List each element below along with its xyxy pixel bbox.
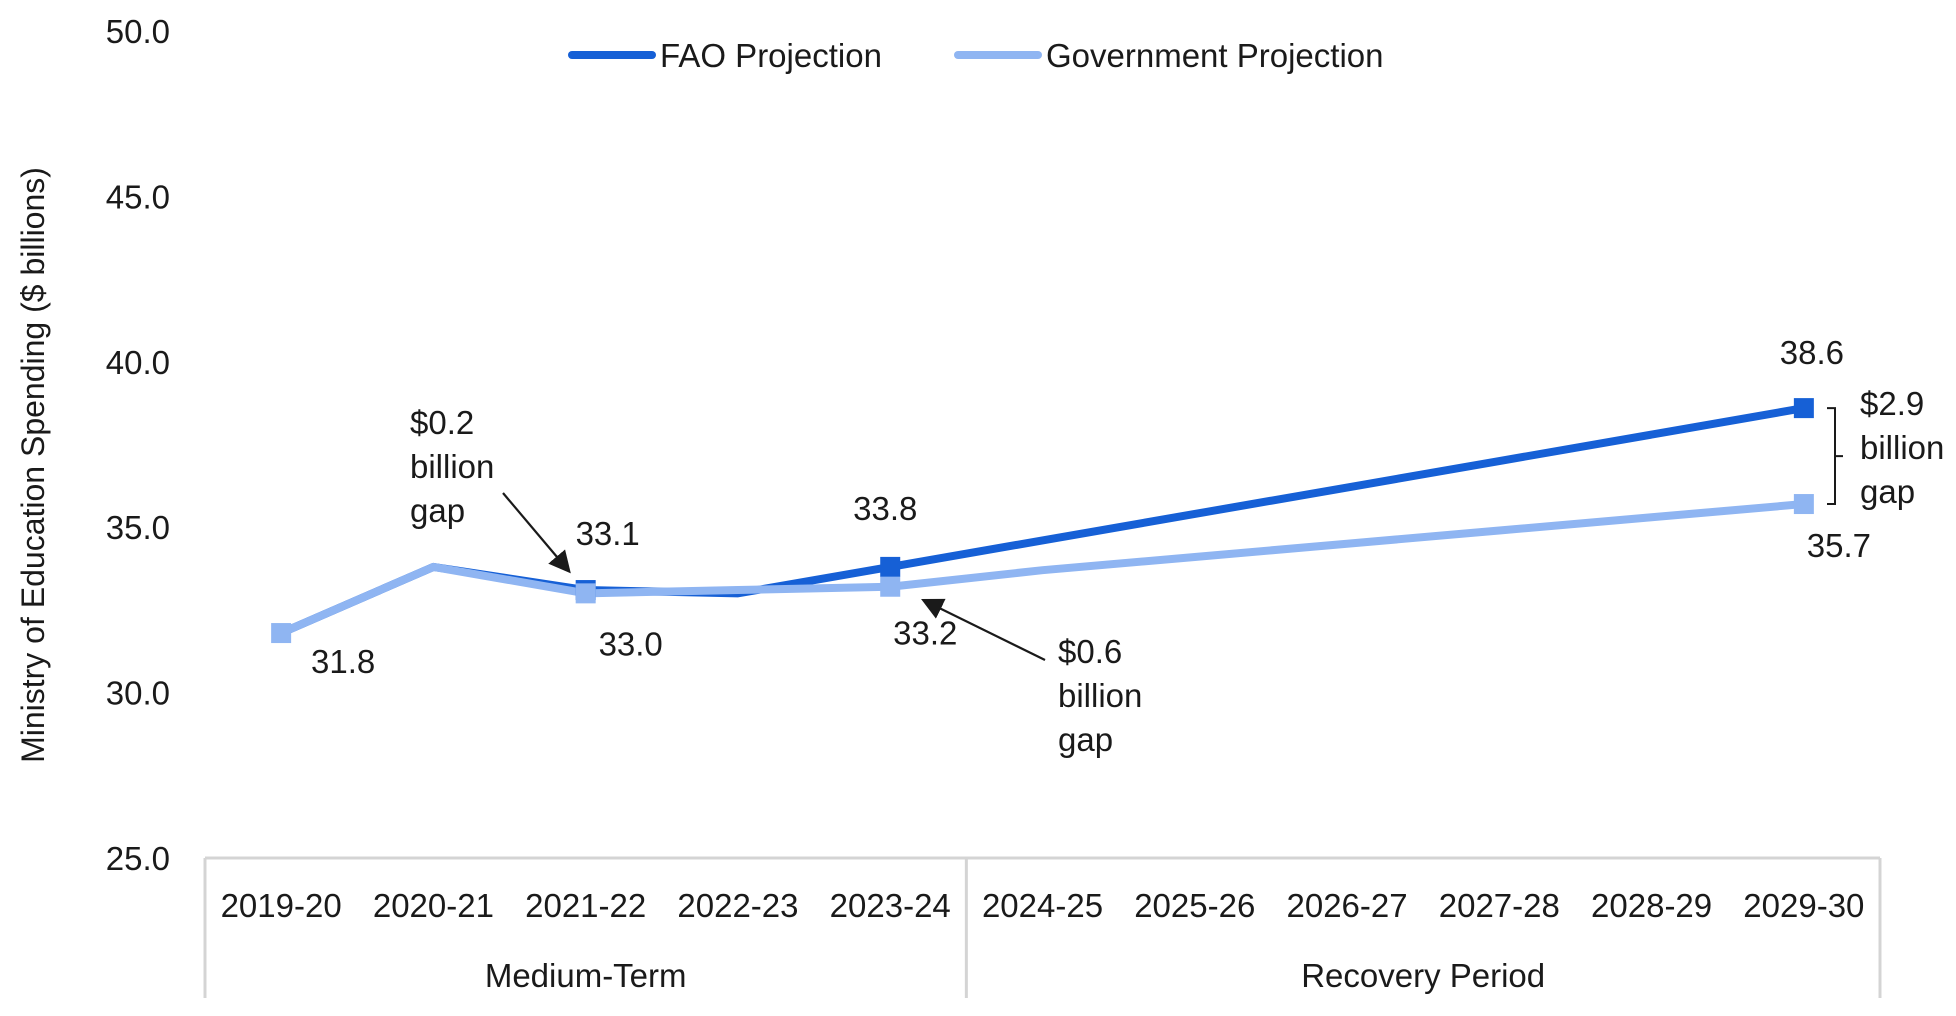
data-labels: 31.8 33.1 33.0 33.8 33.2 38.6 35.7 <box>311 334 1871 680</box>
data-label: 38.6 <box>1780 334 1844 371</box>
series-marker-0 <box>1793 398 1814 419</box>
legend-label: FAO Projection <box>660 37 882 74</box>
data-label: 31.8 <box>311 643 375 680</box>
legend: FAO Projection Government Projection <box>568 37 1384 74</box>
data-label: 33.2 <box>893 615 957 652</box>
x-tick-label: 2029-30 <box>1743 887 1864 924</box>
series-marker-1 <box>271 623 292 644</box>
series-line-1 <box>277 500 1808 638</box>
x-group-label: Recovery Period <box>1301 957 1545 994</box>
series-markers <box>271 398 1814 644</box>
data-label: 35.7 <box>1807 527 1871 564</box>
gap-annotation: $0.2 billion gap <box>410 404 571 574</box>
annotation-text: gap <box>410 492 465 529</box>
annotation-text: billion <box>1058 677 1142 714</box>
series-marker-1 <box>1793 494 1814 515</box>
series-marker-1 <box>575 583 596 604</box>
data-label: 33.8 <box>853 490 917 527</box>
annotation-text: $0.2 <box>410 404 474 441</box>
gap-annotations: $0.2 billion gap $0.6 billion gap $2.9 billion g… <box>410 385 1944 758</box>
series-lines <box>277 404 1808 638</box>
y-tick-label: 35.0 <box>106 509 170 546</box>
annotation-text: $0.6 <box>1058 633 1122 670</box>
annotation-arrow <box>502 492 571 574</box>
annotation-text: billion <box>1860 429 1944 466</box>
gap-annotation: $0.6 billion gap <box>921 598 1142 758</box>
y-tick-label: 50.0 <box>106 13 170 50</box>
x-tick-label: 2023-24 <box>830 887 951 924</box>
x-tick-label: 2019-20 <box>221 887 342 924</box>
data-label: 33.0 <box>599 625 663 662</box>
y-tick-label: 25.0 <box>106 840 170 877</box>
y-axis-title: Ministry of Education Spending ($ billio… <box>15 167 51 763</box>
x-tick-label: 2028-29 <box>1591 887 1712 924</box>
x-tick-label: 2022-23 <box>677 887 798 924</box>
y-axis-ticks: 25.0 30.0 35.0 40.0 45.0 50.0 <box>106 13 170 877</box>
annotation-text: gap <box>1058 721 1113 758</box>
annotation-text: billion <box>410 448 494 485</box>
series-marker-1 <box>880 576 901 597</box>
x-tick-label: 2024-25 <box>982 887 1103 924</box>
x-group-label: Medium-Term <box>485 957 687 994</box>
y-tick-label: 45.0 <box>106 178 170 215</box>
legend-label: Government Projection <box>1046 37 1384 74</box>
x-tick-label: 2025-26 <box>1134 887 1255 924</box>
annotation-text: $2.9 <box>1860 385 1924 422</box>
x-tick-label: 2020-21 <box>373 887 494 924</box>
x-axis: Medium-Term Recovery Period 2019-20 2020-21… <box>203 856 1882 998</box>
y-tick-label: 40.0 <box>106 344 170 381</box>
annotation-text: gap <box>1860 473 1915 510</box>
annotation-arrow <box>921 598 1046 661</box>
x-tick-label: 2021-22 <box>525 887 646 924</box>
x-tick-label: 2027-28 <box>1439 887 1560 924</box>
gap-bracket <box>1827 407 1843 506</box>
gap-annotation: $2.9 billion gap <box>1827 385 1944 510</box>
data-label: 33.1 <box>576 515 640 552</box>
y-tick-label: 30.0 <box>106 675 170 712</box>
x-tick-label: 2026-27 <box>1286 887 1407 924</box>
series-marker-0 <box>880 556 901 577</box>
